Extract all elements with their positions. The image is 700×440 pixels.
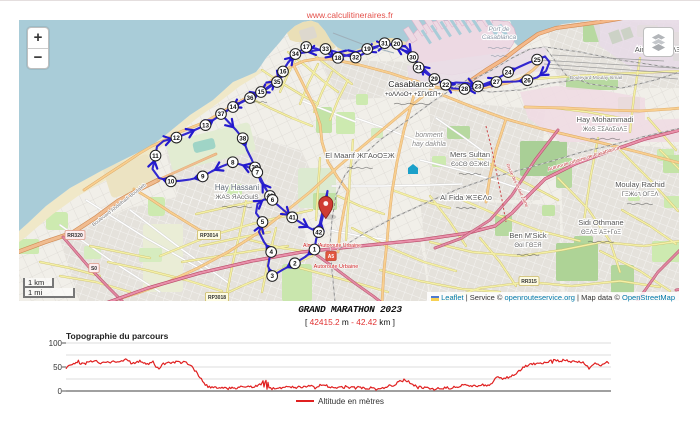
svg-text:Moulay Rachid: Moulay Rachid: [615, 180, 665, 189]
svg-text:50: 50: [53, 363, 62, 372]
svg-text:bonment: bonment: [415, 132, 443, 139]
svg-text:36: 36: [246, 95, 254, 102]
svg-text:27: 27: [493, 79, 501, 86]
svg-text:15: 15: [257, 89, 265, 96]
svg-text:17: 17: [303, 44, 311, 51]
svg-text:11: 11: [152, 153, 159, 160]
svg-text:41: 41: [289, 215, 297, 222]
svg-text:El Maarif ЖГAoOΞЖ: El Maarif ЖГAoOΞЖ: [325, 151, 395, 160]
svg-text:33: 33: [322, 46, 330, 53]
svg-text:14: 14: [229, 104, 237, 111]
svg-text:2: 2: [293, 261, 297, 268]
svg-text:Sidi Othmane: Sidi Othmane: [578, 218, 623, 227]
svg-text:4: 4: [269, 249, 273, 256]
svg-text:34: 34: [292, 51, 300, 58]
svg-text:ΘΞΛΞ AΞ+ΓoΞ: ΘΞΛΞ AΞ+ΓoΞ: [581, 230, 621, 236]
svg-text:RP3018: RP3018: [208, 295, 226, 301]
svg-text:Casablanca: Casablanca: [482, 34, 517, 41]
svg-text:ГΞЖo٦ OΓΞΛ: ГΞЖo٦ OΓΞΛ: [622, 192, 659, 198]
svg-text:ЖAS ЯAcGulS: ЖAS ЯAcGulS: [215, 194, 259, 201]
svg-text:5: 5: [261, 219, 265, 226]
svg-text:ЖoS ΞΣAoΣoΛΞ: ЖoS ΞΣAoΣoΛΞ: [583, 127, 628, 133]
svg-text:S0: S0: [91, 266, 97, 272]
svg-text:RP3014: RP3014: [200, 233, 218, 239]
svg-text:Ben M'Sick: Ben M'Sick: [509, 231, 547, 240]
svg-text:Al Fida ЖΞЄΛo: Al Fida ЖΞЄΛo: [440, 193, 492, 202]
svg-text:42: 42: [315, 229, 323, 236]
svg-text:hay dakhla: hay dakhla: [412, 141, 446, 148]
svg-text:ЄoCΘ ΘΞЖЄl: ЄoCΘ ΘΞЖЄl: [451, 162, 489, 168]
svg-text:+oΛΛoO+ +ΣΓИΣΠ+: +oΛΛoO+ +ΣΓИΣΠ+: [385, 91, 441, 98]
svg-text:37: 37: [217, 111, 225, 118]
svg-text:Almes/Autoroute Urbaine: Almes/Autoroute Urbaine: [303, 243, 361, 249]
svg-text:32: 32: [352, 55, 360, 62]
svg-text:9: 9: [201, 174, 205, 181]
svg-text:38: 38: [239, 135, 247, 142]
svg-text:24: 24: [505, 69, 513, 76]
svg-text:29: 29: [431, 76, 439, 83]
svg-text:22: 22: [442, 82, 450, 89]
svg-text:28: 28: [461, 86, 469, 93]
svg-text:3: 3: [270, 273, 274, 280]
svg-text:0: 0: [58, 387, 63, 396]
svg-text:21: 21: [415, 65, 423, 72]
svg-text:26: 26: [524, 77, 532, 84]
svg-text:20: 20: [393, 41, 401, 48]
svg-text:7: 7: [256, 170, 260, 177]
svg-text:Casablanca: Casablanca: [388, 79, 434, 89]
svg-text:Hay Mohammadi: Hay Mohammadi: [577, 115, 634, 124]
svg-text:19: 19: [364, 46, 372, 53]
svg-text:8: 8: [231, 159, 235, 166]
svg-text:RR315: RR315: [521, 279, 537, 285]
svg-text:RR320: RR320: [67, 233, 83, 239]
svg-text:Topographie du parcours: Topographie du parcours: [66, 331, 169, 341]
svg-text:30: 30: [409, 54, 417, 61]
svg-text:10: 10: [167, 179, 175, 186]
svg-text:35: 35: [273, 79, 281, 86]
svg-text:Boulevard Moulay Ismail: Boulevard Moulay Ismail: [570, 75, 622, 81]
svg-text:Mers Sultan: Mers Sultan: [450, 150, 490, 159]
svg-text:Θol ΓΘΞЯ: Θol ΓΘΞЯ: [514, 243, 541, 249]
svg-text:12: 12: [173, 135, 181, 142]
svg-text:23: 23: [474, 84, 482, 91]
svg-text:1: 1: [313, 247, 317, 254]
svg-text:6: 6: [271, 197, 275, 204]
svg-text:31: 31: [381, 40, 389, 47]
svg-text:100: 100: [49, 339, 63, 348]
svg-text:Altitude en mètres: Altitude en mètres: [318, 397, 384, 406]
svg-text:13: 13: [202, 122, 210, 129]
svg-text:Hay Hassani: Hay Hassani: [215, 183, 259, 192]
svg-text:A5: A5: [328, 254, 335, 260]
svg-text:Autoroute Urbaine: Autoroute Urbaine: [314, 264, 359, 270]
svg-text:18: 18: [334, 55, 342, 62]
svg-text:25: 25: [534, 57, 542, 64]
svg-text:Port de: Port de: [489, 26, 510, 33]
svg-text:16: 16: [279, 69, 287, 76]
